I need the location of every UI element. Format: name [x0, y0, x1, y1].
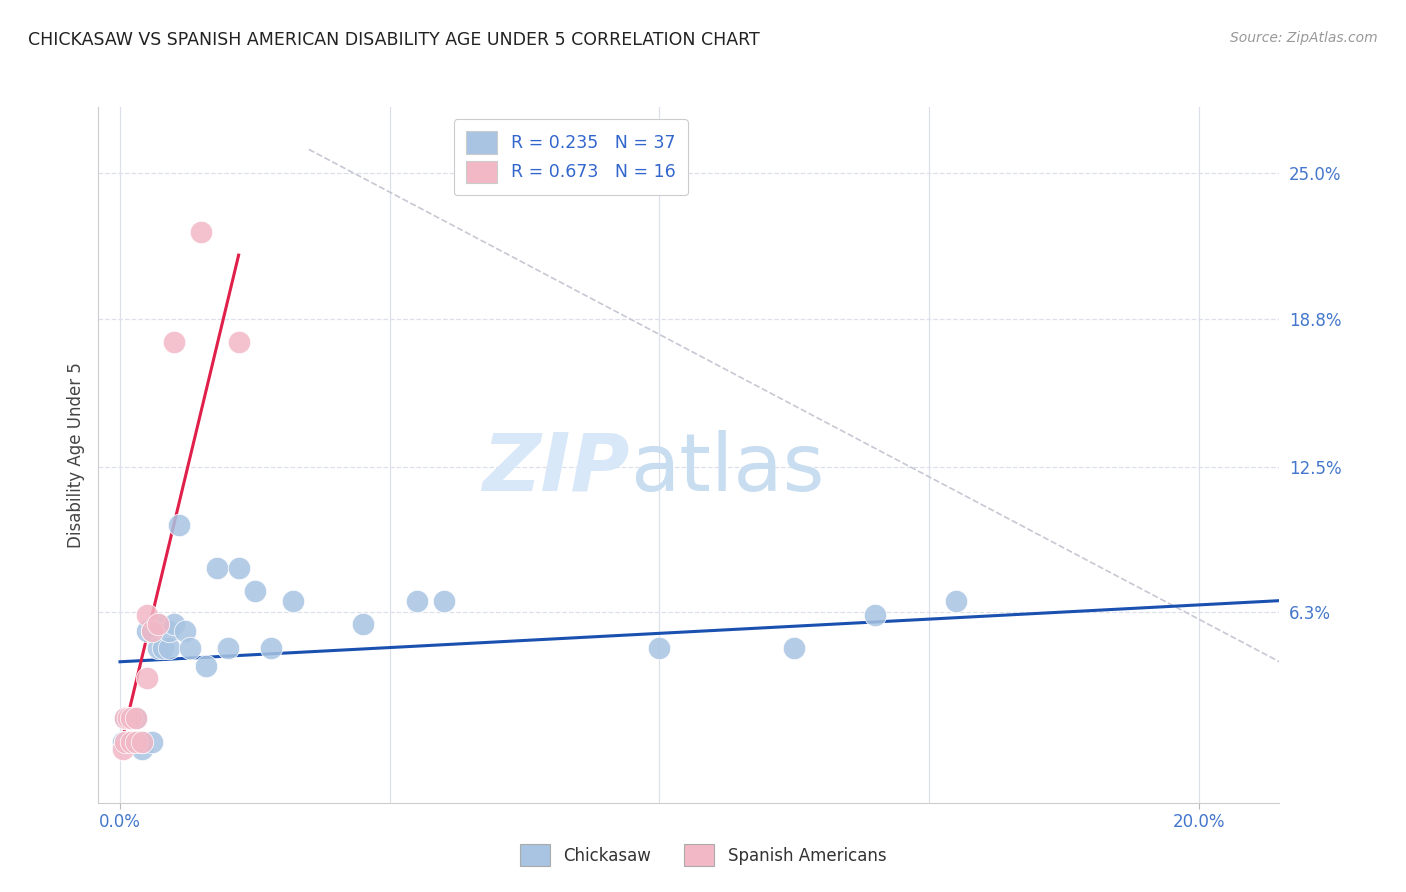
Point: [117, 711, 139, 725]
Point: [125, 734, 148, 748]
Point: [120, 711, 142, 725]
Point: [114, 711, 136, 725]
Point: [190, 225, 212, 239]
Point: [783, 640, 806, 655]
Point: [136, 671, 159, 685]
Point: [352, 617, 374, 632]
Point: [131, 734, 153, 748]
Point: [131, 741, 153, 756]
Text: atlas: atlas: [630, 430, 824, 508]
Point: [146, 617, 169, 632]
Point: [114, 734, 136, 748]
Point: [228, 335, 250, 350]
Point: [228, 560, 250, 574]
Point: [141, 734, 163, 748]
Point: [146, 617, 169, 632]
Point: [205, 560, 228, 574]
Point: [125, 711, 148, 725]
Point: [125, 711, 148, 725]
Point: [157, 640, 180, 655]
Text: CHICKASAW VS SPANISH AMERICAN DISABILITY AGE UNDER 5 CORRELATION CHART: CHICKASAW VS SPANISH AMERICAN DISABILITY…: [28, 31, 759, 49]
Point: [152, 640, 174, 655]
Point: [131, 734, 153, 748]
Point: [179, 640, 201, 655]
Point: [163, 335, 186, 350]
Point: [111, 741, 134, 756]
Point: [114, 734, 136, 748]
Legend: Chickasaw, Spanish Americans: Chickasaw, Spanish Americans: [506, 831, 900, 880]
Point: [125, 734, 148, 748]
Point: [169, 518, 191, 533]
Point: [432, 593, 454, 607]
Point: [173, 624, 195, 639]
Point: [863, 607, 886, 622]
Point: [217, 640, 239, 655]
Point: [120, 734, 142, 748]
Point: [141, 624, 163, 639]
Y-axis label: Disability Age Under 5: Disability Age Under 5: [66, 362, 84, 548]
Point: [117, 734, 139, 748]
Point: [114, 711, 136, 725]
Point: [157, 624, 180, 639]
Point: [405, 593, 427, 607]
Point: [136, 607, 159, 622]
Text: ZIP: ZIP: [482, 430, 630, 508]
Point: [260, 640, 283, 655]
Point: [146, 640, 169, 655]
Point: [281, 593, 304, 607]
Legend: R = 0.235   N = 37, R = 0.673   N = 16: R = 0.235 N = 37, R = 0.673 N = 16: [454, 120, 688, 195]
Point: [648, 640, 671, 655]
Point: [120, 734, 142, 748]
Point: [125, 734, 148, 748]
Text: Source: ZipAtlas.com: Source: ZipAtlas.com: [1230, 31, 1378, 45]
Point: [141, 624, 163, 639]
Point: [120, 711, 142, 725]
Point: [243, 584, 266, 599]
Point: [111, 734, 134, 748]
Point: [163, 617, 186, 632]
Point: [195, 659, 218, 673]
Point: [136, 624, 159, 639]
Point: [945, 593, 967, 607]
